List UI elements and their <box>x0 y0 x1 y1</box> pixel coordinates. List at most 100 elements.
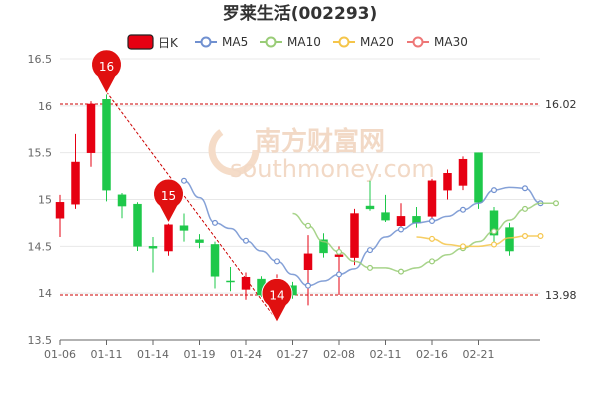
ma5-point <box>367 247 374 254</box>
ma10-point <box>491 228 498 235</box>
ma10-point <box>521 205 528 212</box>
ma5-point <box>336 271 343 278</box>
candle-body <box>489 210 499 236</box>
x-tick-label: 01-19 <box>184 348 216 361</box>
ma20-point <box>491 241 498 248</box>
candle-body <box>334 254 344 257</box>
x-tick-label: 02-16 <box>416 348 448 361</box>
ma10-point <box>336 248 343 255</box>
legend-label-ma30: MA30 <box>434 35 468 49</box>
ma5-point <box>212 219 219 226</box>
ma5-point <box>274 258 281 265</box>
candle-body <box>303 253 313 270</box>
candle-body <box>350 213 359 258</box>
candle-body <box>458 158 468 186</box>
candle-body <box>195 239 204 243</box>
watermark: 南方财富网 southmoney.com <box>208 124 435 183</box>
ma10-point <box>429 258 436 265</box>
legend-swatch-ma30 <box>412 36 424 48</box>
candle-body <box>55 202 65 219</box>
x-tick-label: 02-21 <box>463 348 495 361</box>
ma5-point <box>181 177 188 184</box>
x-tick-label: 01-11 <box>91 348 123 361</box>
marker-pin <box>153 178 184 225</box>
y-tick-label: 15 <box>38 194 52 207</box>
ma5-point <box>243 237 250 244</box>
x-tick-label: 01-24 <box>230 348 262 361</box>
candle-body <box>210 244 220 277</box>
marker-label: 14 <box>269 288 284 302</box>
candle-body <box>133 203 142 247</box>
markers: 16 15 14 <box>91 49 293 324</box>
x-tick-label: 02-11 <box>370 348 402 361</box>
y-tick-label: 13.5 <box>28 334 53 347</box>
candle-body <box>226 280 235 283</box>
x-tick-label: 01-27 <box>277 348 309 361</box>
marker-label: 15 <box>161 189 176 203</box>
high-low-connector <box>106 91 278 321</box>
candle-body <box>71 161 80 205</box>
legend-swatch-day-k <box>127 34 154 50</box>
marker-pin <box>261 277 293 324</box>
candle-body <box>365 205 375 210</box>
marker-pin <box>91 49 122 95</box>
chart-title: 罗莱生活(002293) <box>223 3 378 24</box>
candle-body <box>505 227 514 252</box>
y-tick-label: 16 <box>38 100 52 113</box>
legend-label-ma20: MA20 <box>360 35 394 49</box>
legend-swatch-ma20 <box>338 36 350 48</box>
x-tick-label: 01-14 <box>137 348 169 361</box>
ma10-point <box>367 264 374 271</box>
legend-swatch-ma5 <box>200 36 212 48</box>
axes: 13.5 14 14.5 15 15.5 16 16.5 01-06 01-11 01-14 01-… <box>28 53 540 361</box>
ma5-point <box>305 282 312 289</box>
ma20-point <box>429 235 436 242</box>
legend-label-ma5: MA5 <box>222 35 248 49</box>
ma10-point <box>398 268 405 275</box>
ma5-point <box>460 206 467 213</box>
candle-body <box>86 103 96 153</box>
candle-body <box>117 194 127 207</box>
marker-label: 16 <box>99 60 114 74</box>
candle-body <box>148 246 158 249</box>
ma20-point <box>460 243 467 250</box>
ma5-point <box>398 226 405 233</box>
x-tick-label: 02-08 <box>323 348 355 361</box>
moving-average-lines <box>181 177 559 289</box>
legend-swatch-ma10 <box>265 36 277 48</box>
grid <box>60 58 540 341</box>
candle-body <box>474 152 483 203</box>
candle-body <box>412 216 421 224</box>
ma10-point <box>552 200 559 207</box>
candle-body <box>319 239 328 254</box>
legend-label-day-k: 日K <box>158 36 179 50</box>
candle-body <box>102 99 111 191</box>
candles <box>55 91 514 306</box>
candle-body <box>179 225 189 231</box>
ma20-point <box>521 233 528 240</box>
candle-body <box>427 180 437 217</box>
ma5-point <box>491 187 498 194</box>
candle-body <box>164 224 173 252</box>
candle-body <box>443 173 452 191</box>
ma20-point <box>537 233 544 240</box>
ma10-point <box>305 222 312 229</box>
ma5-point <box>429 218 436 225</box>
reference-line-label: 13.98 <box>545 289 577 302</box>
candle-body <box>241 276 251 290</box>
legend: 日K MA5 MA10 MA20 MA30 <box>127 34 468 50</box>
legend-label-ma10: MA10 <box>287 35 321 49</box>
candle-body <box>381 212 390 221</box>
x-tick-label: 01-06 <box>44 348 76 361</box>
ma20-line <box>416 235 541 248</box>
watermark-en: southmoney.com <box>230 155 435 183</box>
y-tick-label: 14 <box>38 287 52 300</box>
y-tick-label: 16.5 <box>28 53 53 66</box>
reference-line-label: 16.02 <box>545 98 577 111</box>
y-tick-label: 15.5 <box>28 147 53 160</box>
ma5-point <box>521 185 528 192</box>
ma5-line <box>183 180 541 287</box>
watermark-logo-icon <box>208 124 260 176</box>
watermark-cn: 南方财富网 <box>255 126 385 157</box>
